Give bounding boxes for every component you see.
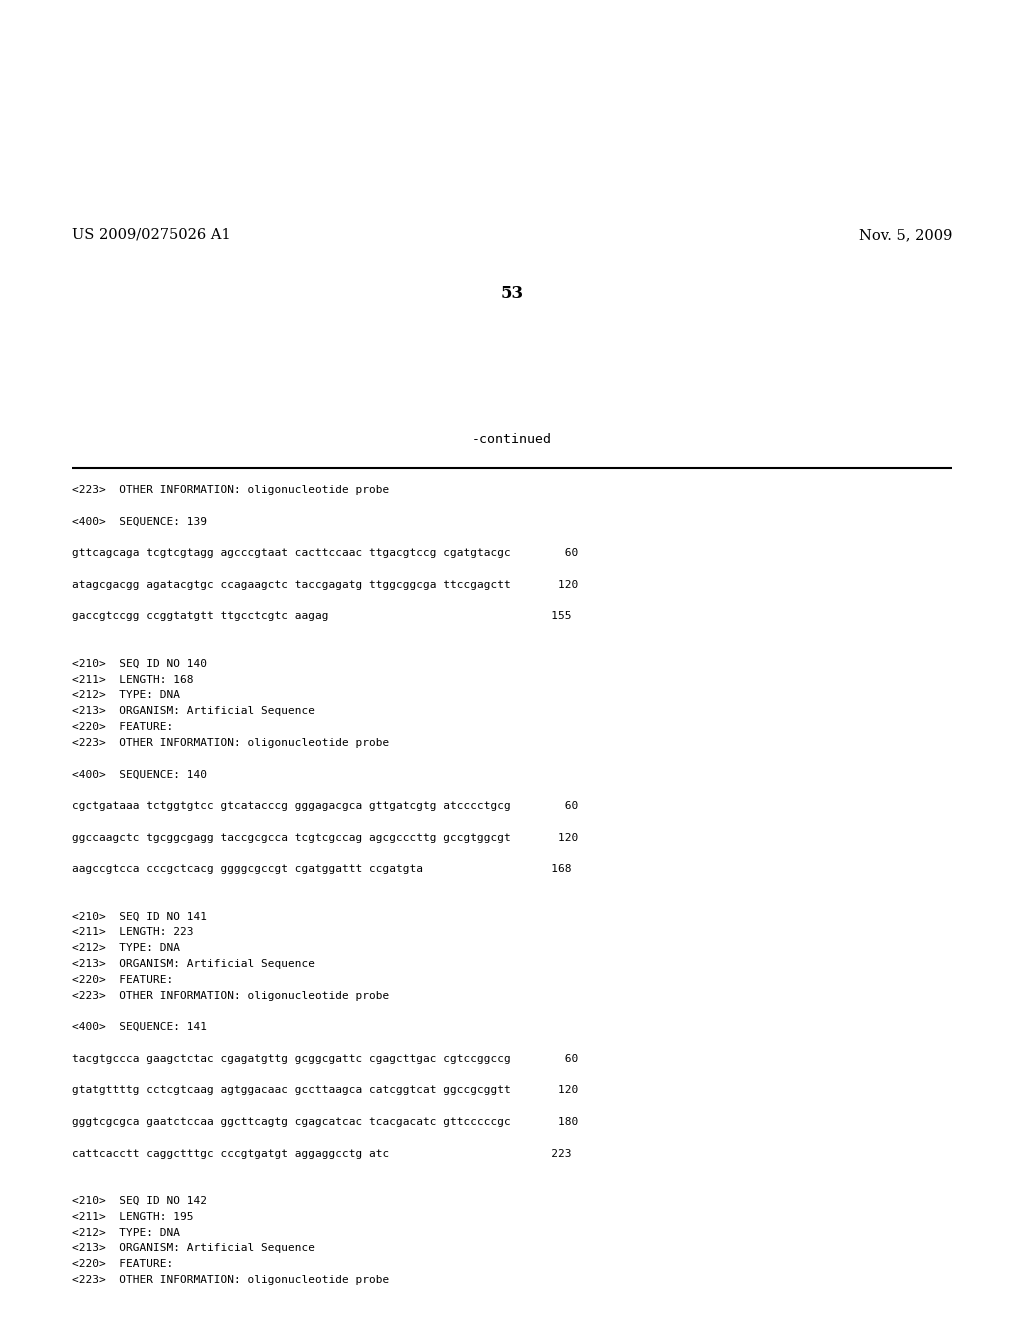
Text: tacgtgccca gaagctctac cgagatgttg gcggcgattc cgagcttgac cgtccggccg        60: tacgtgccca gaagctctac cgagatgttg gcggcga… xyxy=(72,1053,579,1064)
Text: <210>  SEQ ID NO 142: <210> SEQ ID NO 142 xyxy=(72,1196,207,1206)
Text: <213>  ORGANISM: Artificial Sequence: <213> ORGANISM: Artificial Sequence xyxy=(72,960,315,969)
Text: <220>  FEATURE:: <220> FEATURE: xyxy=(72,1259,173,1270)
Text: gaccgtccgg ccggtatgtt ttgcctcgtc aagag                                 155: gaccgtccgg ccggtatgtt ttgcctcgtc aagag 1… xyxy=(72,611,571,622)
Text: <210>  SEQ ID NO 141: <210> SEQ ID NO 141 xyxy=(72,912,207,921)
Text: <211>  LENGTH: 195: <211> LENGTH: 195 xyxy=(72,1212,194,1222)
Text: <220>  FEATURE:: <220> FEATURE: xyxy=(72,974,173,985)
Text: -continued: -continued xyxy=(472,433,552,446)
Text: <400>  SEQUENCE: 140: <400> SEQUENCE: 140 xyxy=(72,770,207,779)
Text: cattcacctt caggctttgc cccgtgatgt aggaggcctg atc                        223: cattcacctt caggctttgc cccgtgatgt aggaggc… xyxy=(72,1148,571,1159)
Text: <212>  TYPE: DNA: <212> TYPE: DNA xyxy=(72,1228,180,1238)
Text: <213>  ORGANISM: Artificial Sequence: <213> ORGANISM: Artificial Sequence xyxy=(72,1243,315,1254)
Text: <210>  SEQ ID NO 140: <210> SEQ ID NO 140 xyxy=(72,659,207,669)
Text: gggtcgcgca gaatctccaa ggcttcagtg cgagcatcac tcacgacatc gttcccccgc       180: gggtcgcgca gaatctccaa ggcttcagtg cgagcat… xyxy=(72,1117,579,1127)
Text: <211>  LENGTH: 223: <211> LENGTH: 223 xyxy=(72,928,194,937)
Text: cgctgataaa tctggtgtcc gtcatacccg gggagacgca gttgatcgtg atcccctgcg        60: cgctgataaa tctggtgtcc gtcatacccg gggagac… xyxy=(72,801,579,810)
Text: Nov. 5, 2009: Nov. 5, 2009 xyxy=(859,228,952,242)
Text: <212>  TYPE: DNA: <212> TYPE: DNA xyxy=(72,944,180,953)
Text: 53: 53 xyxy=(501,285,523,302)
Text: <400>  SEQUENCE: 141: <400> SEQUENCE: 141 xyxy=(72,1022,207,1032)
Text: <211>  LENGTH: 168: <211> LENGTH: 168 xyxy=(72,675,194,685)
Text: <212>  TYPE: DNA: <212> TYPE: DNA xyxy=(72,690,180,701)
Text: gtatgttttg cctcgtcaag agtggacaac gccttaagca catcggtcat ggccgcggtt       120: gtatgttttg cctcgtcaag agtggacaac gccttaa… xyxy=(72,1085,579,1096)
Text: <223>  OTHER INFORMATION: oligonucleotide probe: <223> OTHER INFORMATION: oligonucleotide… xyxy=(72,990,389,1001)
Text: US 2009/0275026 A1: US 2009/0275026 A1 xyxy=(72,228,230,242)
Text: <400>  SEQUENCE: 139: <400> SEQUENCE: 139 xyxy=(72,516,207,527)
Text: <220>  FEATURE:: <220> FEATURE: xyxy=(72,722,173,733)
Text: ggccaagctc tgcggcgagg taccgcgcca tcgtcgccag agcgcccttg gccgtggcgt       120: ggccaagctc tgcggcgagg taccgcgcca tcgtcgc… xyxy=(72,833,579,842)
Text: <223>  OTHER INFORMATION: oligonucleotide probe: <223> OTHER INFORMATION: oligonucleotide… xyxy=(72,484,389,495)
Text: <223>  OTHER INFORMATION: oligonucleotide probe: <223> OTHER INFORMATION: oligonucleotide… xyxy=(72,1275,389,1284)
Text: gttcagcaga tcgtcgtagg agcccgtaat cacttccaac ttgacgtccg cgatgtacgc        60: gttcagcaga tcgtcgtagg agcccgtaat cacttcc… xyxy=(72,548,579,558)
Text: <223>  OTHER INFORMATION: oligonucleotide probe: <223> OTHER INFORMATION: oligonucleotide… xyxy=(72,738,389,748)
Text: <213>  ORGANISM: Artificial Sequence: <213> ORGANISM: Artificial Sequence xyxy=(72,706,315,717)
Text: atagcgacgg agatacgtgc ccagaagctc taccgagatg ttggcggcga ttccgagctt       120: atagcgacgg agatacgtgc ccagaagctc taccgag… xyxy=(72,579,579,590)
Text: aagccgtcca cccgctcacg ggggcgccgt cgatggattt ccgatgta                   168: aagccgtcca cccgctcacg ggggcgccgt cgatgga… xyxy=(72,865,571,874)
